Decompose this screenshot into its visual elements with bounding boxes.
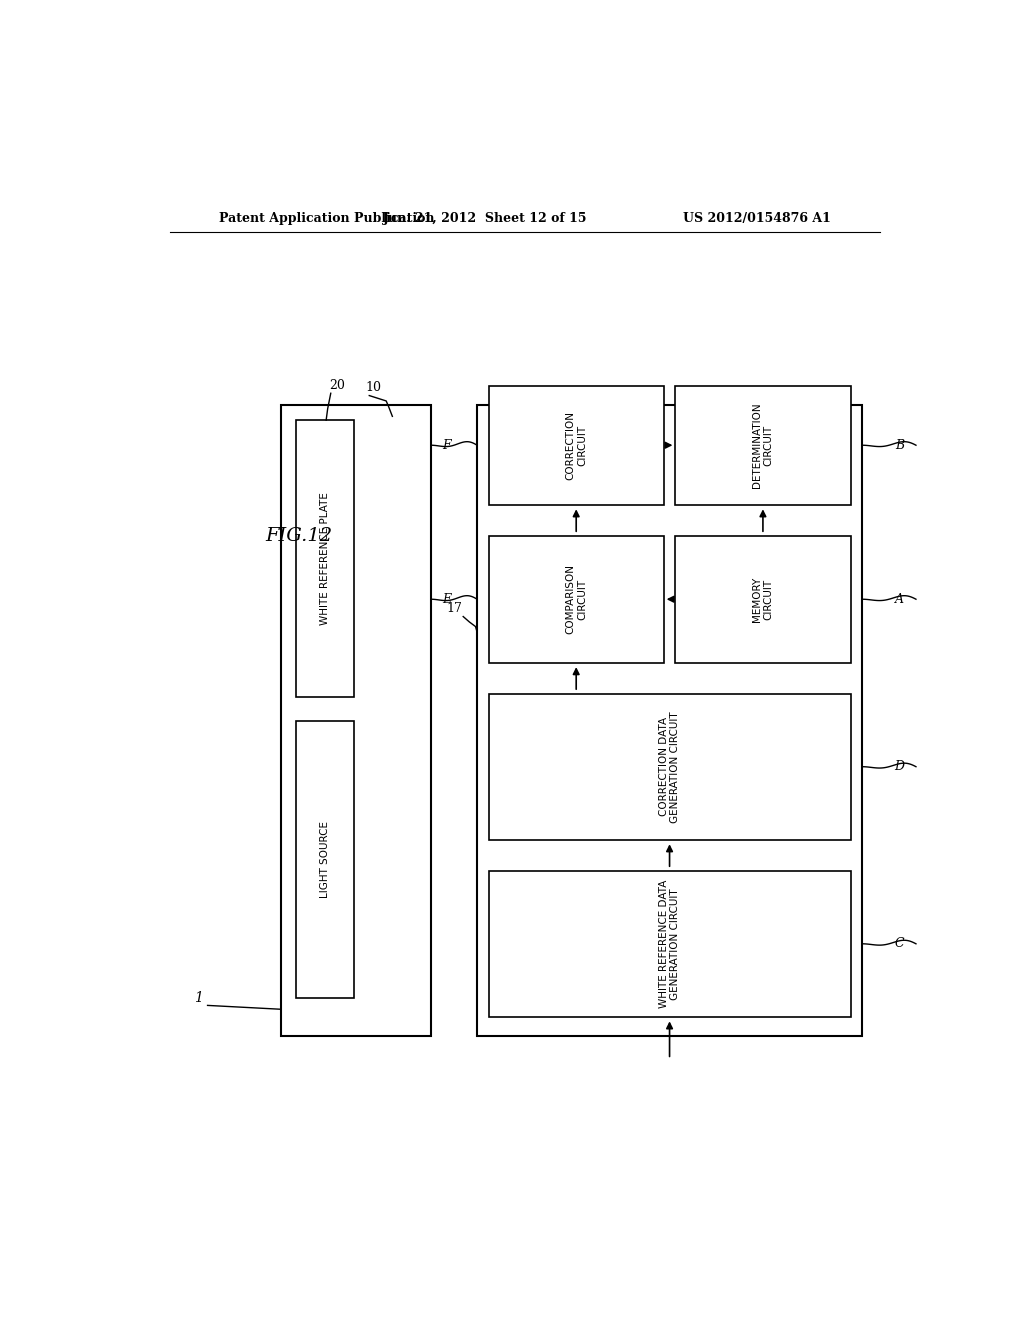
Text: WHITE REFERENCE DATA
GENERATION CIRCUIT: WHITE REFERENCE DATA GENERATION CIRCUIT: [658, 879, 680, 1008]
Text: US 2012/0154876 A1: US 2012/0154876 A1: [683, 213, 831, 224]
Bar: [296, 721, 354, 998]
Text: Patent Application Publication: Patent Application Publication: [219, 213, 434, 224]
Text: WHITE REFERENCE PLATE: WHITE REFERENCE PLATE: [319, 492, 330, 626]
Text: 20: 20: [329, 379, 345, 392]
Text: E: E: [442, 593, 452, 606]
Bar: [477, 405, 862, 1036]
Text: COMPARISON
CIRCUIT: COMPARISON CIRCUIT: [565, 564, 587, 634]
Text: F: F: [442, 438, 451, 451]
Bar: [676, 385, 851, 506]
Bar: [488, 536, 664, 663]
Text: CORRECTION DATA
GENERATION CIRCUIT: CORRECTION DATA GENERATION CIRCUIT: [658, 711, 680, 822]
Text: LIGHT SOURCE: LIGHT SOURCE: [319, 821, 330, 898]
Bar: [488, 385, 664, 506]
Text: A: A: [895, 593, 904, 606]
Bar: [488, 871, 851, 1016]
Text: MEMORY
CIRCUIT: MEMORY CIRCUIT: [752, 577, 774, 622]
Bar: [281, 405, 431, 1036]
Text: 1: 1: [194, 991, 203, 1005]
Text: DETERMINATION
CIRCUIT: DETERMINATION CIRCUIT: [752, 403, 774, 488]
Text: B: B: [895, 438, 904, 451]
Bar: [676, 536, 851, 663]
Bar: [296, 420, 354, 697]
Text: CORRECTION
CIRCUIT: CORRECTION CIRCUIT: [565, 411, 587, 479]
Text: C: C: [895, 937, 904, 950]
Text: 17: 17: [446, 602, 462, 615]
Text: Jun. 21, 2012  Sheet 12 of 15: Jun. 21, 2012 Sheet 12 of 15: [383, 213, 587, 224]
Text: 10: 10: [366, 381, 381, 395]
Bar: [488, 693, 851, 840]
Text: FIG.12: FIG.12: [265, 527, 333, 545]
Text: D: D: [894, 760, 904, 774]
